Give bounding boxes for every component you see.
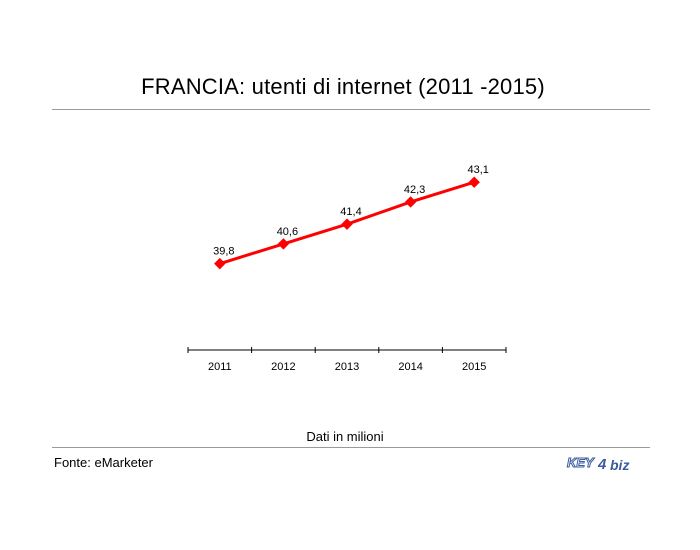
x-tick-label: 2011	[208, 361, 232, 373]
data-point-marker	[341, 218, 353, 230]
data-label: 41,4	[340, 206, 361, 218]
chart-title: FRANCIA: utenti di internet (2011 -2015)	[141, 74, 545, 99]
data-point-marker	[214, 257, 226, 270]
x-tick-label: 2012	[271, 361, 295, 373]
data-point-marker	[468, 176, 480, 188]
source-text: Fonte: eMarketer	[54, 455, 153, 470]
title-divider	[52, 109, 650, 110]
footer-divider	[52, 447, 650, 448]
x-tick-label: 2013	[335, 361, 359, 373]
data-point-marker	[277, 238, 290, 250]
logo-key-text: KEY	[567, 455, 595, 470]
logo-biz-text: biz	[610, 457, 629, 473]
logo-4-text: 4	[597, 456, 607, 473]
data-point-marker	[404, 196, 417, 208]
data-label: 39,8	[213, 246, 234, 258]
key4biz-logo: KEY 4 biz	[567, 455, 630, 474]
units-note: Dati in milioni	[306, 429, 384, 444]
data-label: 42,3	[404, 184, 425, 196]
x-tick-label: 2014	[398, 361, 422, 373]
x-tick-label: 2015	[462, 361, 486, 373]
data-label: 43,1	[467, 164, 488, 176]
data-label: 40,6	[277, 226, 298, 238]
